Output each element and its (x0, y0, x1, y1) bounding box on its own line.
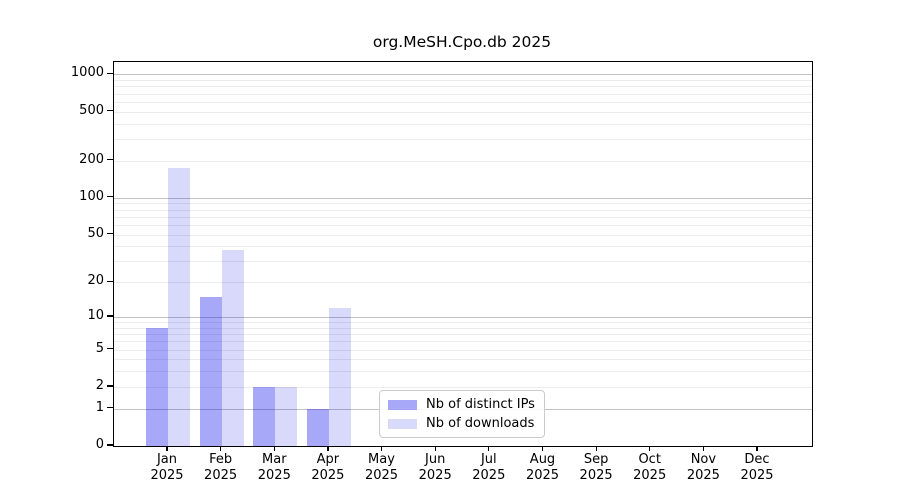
x-tick-mark (273, 446, 275, 451)
major-gridline (114, 317, 812, 318)
minor-gridline (114, 234, 812, 236)
bar-downloads-jan (168, 167, 190, 446)
minor-gridline (114, 216, 812, 218)
x-tick-mark (327, 446, 329, 451)
chart-title: org.MeSH.Cpo.db 2025 (372, 33, 552, 51)
y-tick-label: 500 (79, 102, 104, 118)
y-tick-mark (107, 407, 113, 409)
bar-downloads-feb (221, 250, 244, 446)
x-tick-mark (702, 446, 705, 451)
y-tick-label: 10 (87, 308, 104, 323)
minor-gridline (114, 80, 812, 81)
minor-gridline (114, 322, 812, 324)
y-tick-mark (107, 280, 113, 282)
minor-gridline (114, 341, 812, 343)
y-tick-label: 1000 (70, 65, 104, 81)
minor-gridline (114, 93, 812, 95)
y-tick-mark (107, 444, 113, 446)
y-tick-mark (107, 348, 113, 350)
x-tick-label: Apr 2025 (311, 452, 345, 483)
y-tick-mark (107, 232, 113, 235)
x-tick-label: Jul 2025 (472, 452, 506, 483)
minor-gridline (114, 386, 812, 388)
x-tick-mark (380, 446, 383, 451)
bar-downloads-apr (328, 308, 351, 446)
x-tick-label: Jan 2025 (150, 452, 184, 483)
major-gridline (114, 74, 812, 76)
minor-gridline (114, 123, 812, 125)
bar-distinct-ips-apr (306, 408, 329, 446)
minor-gridline (114, 371, 812, 373)
x-tick-label: Dec 2025 (740, 452, 774, 483)
minor-gridline (114, 203, 812, 205)
legend-item-downloads: Nb of downloads (388, 416, 535, 431)
x-tick-label: Aug 2025 (525, 452, 560, 483)
minor-gridline (114, 209, 812, 211)
downloads-swatch-icon (388, 418, 417, 429)
x-tick-label: Sep 2025 (579, 452, 613, 483)
minor-gridline (114, 359, 812, 361)
x-tick-label: Oct 2025 (633, 452, 667, 483)
x-tick-label: Feb 2025 (204, 452, 238, 483)
minor-gridline (114, 111, 812, 113)
x-tick-mark (434, 446, 436, 451)
x-tick-mark (756, 446, 758, 451)
major-gridline (114, 197, 812, 199)
x-tick-mark (595, 446, 597, 451)
distinct-ips-swatch-icon (388, 399, 417, 410)
y-tick-mark (107, 315, 113, 317)
legend-label: Nb of downloads (426, 416, 535, 431)
bar-downloads-mar (275, 386, 298, 446)
plot-area: Nb of distinct IPs Nb of downloads (113, 61, 813, 447)
minor-gridline (114, 349, 812, 351)
x-tick-mark (166, 446, 168, 451)
y-tick-label: 0 (95, 437, 104, 452)
legend-item-distinct-ips: Nb of distinct IPs (388, 397, 535, 412)
y-tick-label: 1 (95, 399, 104, 415)
minor-gridline (114, 246, 812, 248)
bar-distinct-ips-mar (253, 386, 276, 446)
x-tick-label: May 2025 (364, 452, 399, 483)
x-tick-mark (649, 446, 651, 451)
y-tick-label: 50 (87, 225, 104, 241)
y-tick-mark (107, 385, 113, 387)
y-tick-mark (107, 196, 113, 198)
minor-gridline (114, 224, 812, 226)
minor-gridline (114, 160, 812, 162)
y-tick-mark (107, 72, 113, 74)
minor-gridline (114, 334, 812, 336)
x-tick-label: Nov 2025 (686, 452, 720, 483)
bar-distinct-ips-feb (199, 296, 222, 446)
y-tick-label: 5 (95, 340, 104, 356)
legend: Nb of distinct IPs Nb of downloads (379, 390, 545, 438)
x-tick-mark (488, 446, 490, 451)
y-tick-label: 20 (87, 273, 104, 289)
y-tick-label: 200 (79, 151, 104, 167)
minor-gridline (114, 86, 812, 88)
minor-gridline (114, 261, 812, 263)
minor-gridline (114, 282, 812, 284)
bar-distinct-ips-jan (146, 327, 168, 446)
x-tick-mark (541, 446, 544, 451)
x-tick-mark (220, 446, 222, 451)
legend-label: Nb of distinct IPs (426, 397, 535, 412)
minor-gridline (114, 327, 812, 329)
y-tick-mark (107, 159, 113, 161)
minor-gridline (114, 101, 812, 103)
y-tick-mark (107, 109, 113, 112)
y-tick-label: 2 (95, 377, 104, 393)
x-tick-label: Mar 2025 (257, 452, 291, 483)
y-tick-label: 100 (79, 188, 104, 204)
x-tick-label: Jun 2025 (418, 452, 452, 483)
minor-gridline (114, 139, 812, 140)
